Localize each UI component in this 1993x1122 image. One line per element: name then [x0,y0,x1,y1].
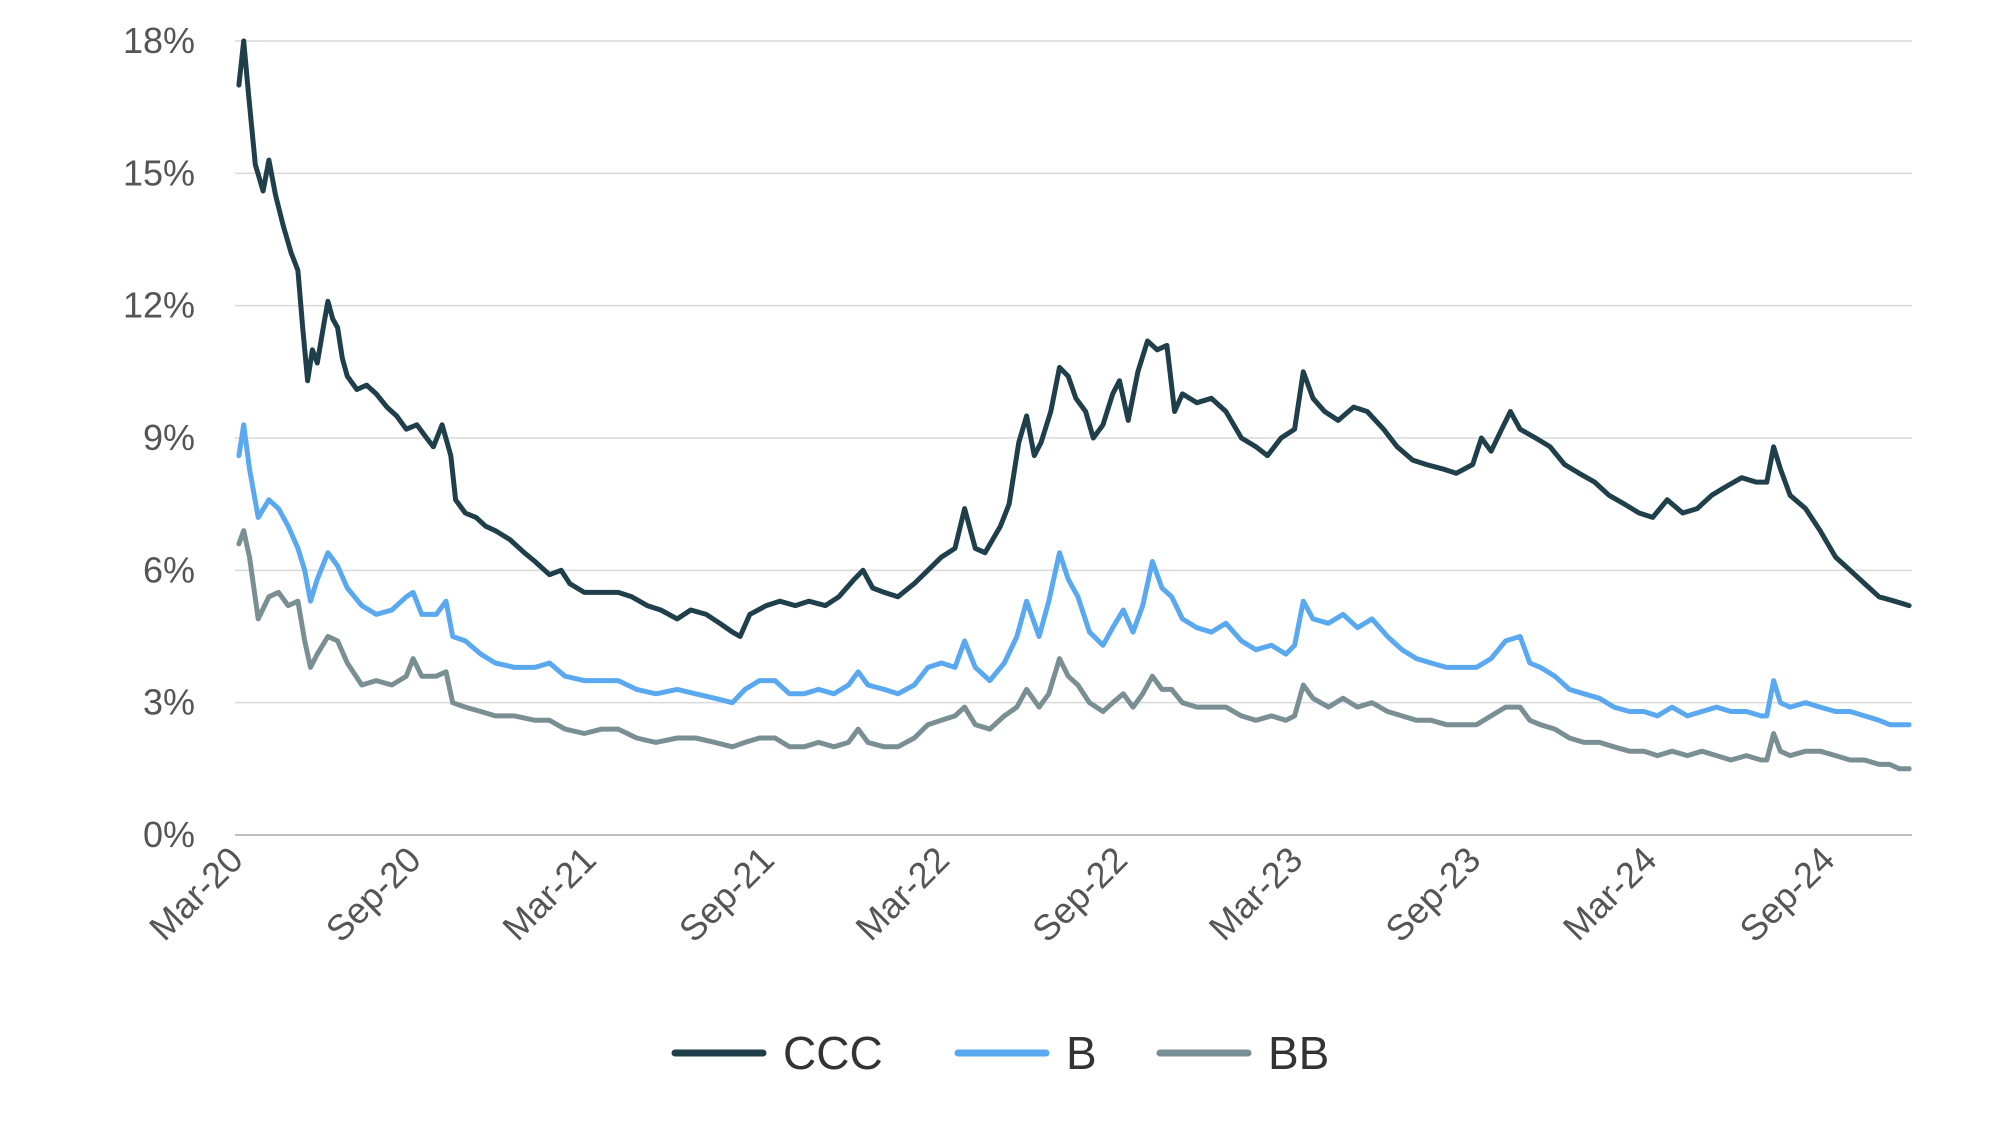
x-tick-label: Sep-21 [671,839,782,950]
y-tick-label: 15% [123,152,195,193]
legend-label-ccc: CCC [783,1027,883,1079]
y-tick-label: 3% [143,682,195,723]
series-line-bb [236,528,1912,772]
y-tick-label: 9% [143,417,195,458]
legend: CCC B BB [671,1027,1329,1079]
x-tick-label: Mar-22 [847,839,957,949]
series-lines [236,38,1912,772]
y-axis: 0% 3% 6% 9% 12% 15% 18% [123,20,195,855]
x-tick-label: Mar-24 [1555,839,1665,949]
x-tick-label: Mar-21 [494,839,604,949]
y-tick-label: 6% [143,549,195,590]
y-tick-label: 12% [123,285,195,326]
x-axis: Mar-20 Sep-20 Mar-21 Sep-21 Mar-22 Sep-22 Mar-… [141,839,1842,950]
x-tick-label: Sep-24 [1731,839,1842,950]
gridlines [235,40,1912,836]
legend-label-b: B [1066,1027,1097,1079]
x-tick-label: Sep-23 [1377,839,1488,950]
series-line-b [236,422,1912,728]
x-tick-label: Mar-20 [141,839,251,949]
y-tick-label: 0% [143,814,195,855]
x-tick-label: Sep-20 [318,839,429,950]
x-tick-label: Sep-22 [1024,839,1135,950]
y-tick-label: 18% [123,20,195,61]
series-line-ccc [236,38,1912,639]
legend-label-bb: BB [1268,1027,1329,1079]
x-tick-label: Mar-23 [1201,839,1311,949]
